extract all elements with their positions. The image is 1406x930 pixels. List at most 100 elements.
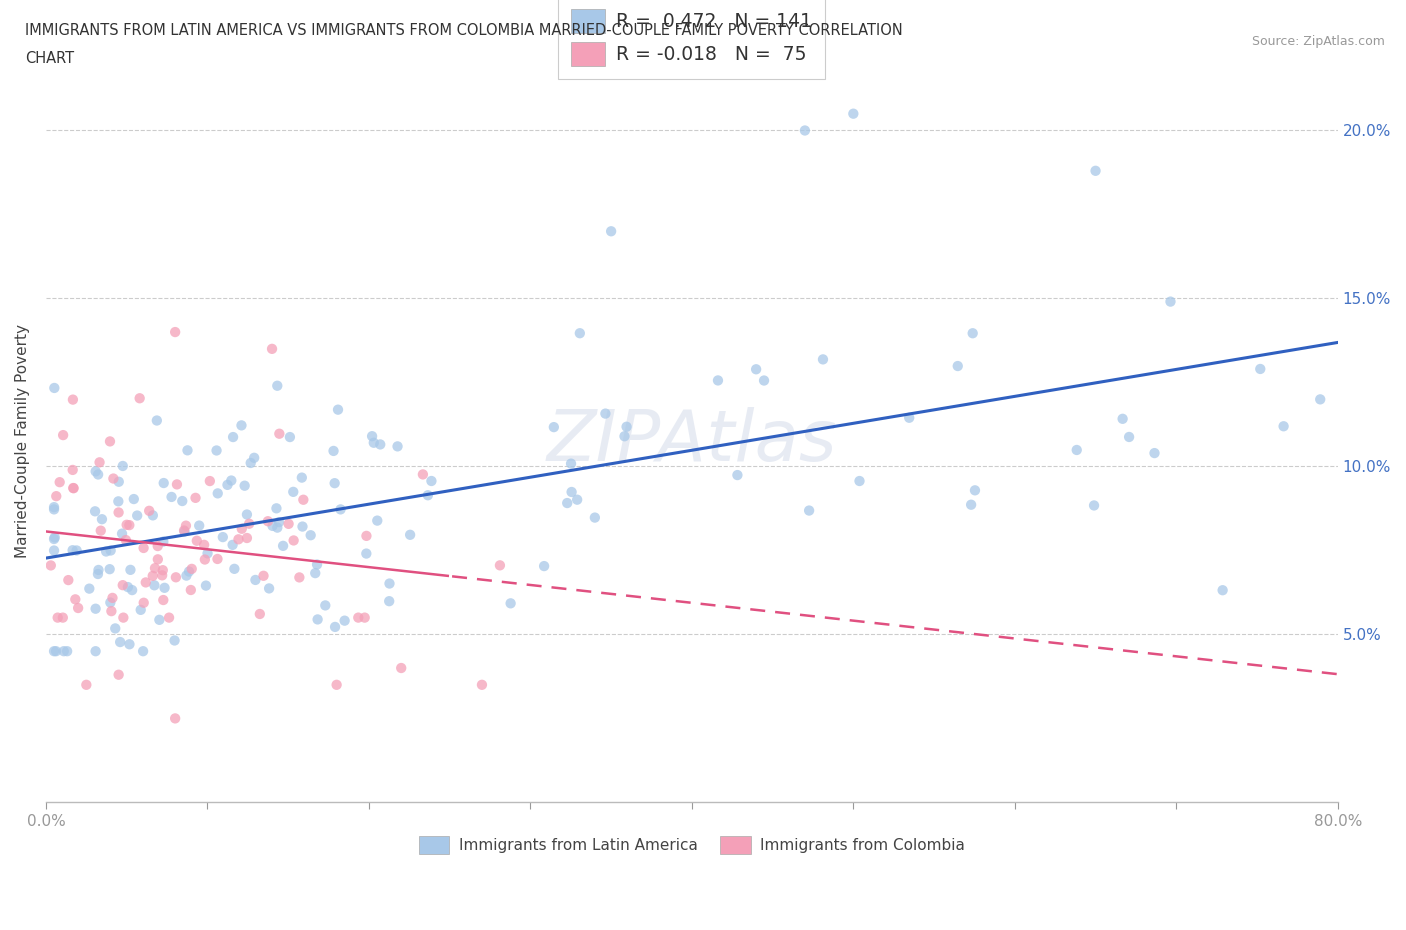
Point (84, 464, 107, 479)
Point (291, 519, 314, 534)
Point (142, 568, 165, 583)
Point (120, 563, 142, 578)
Point (75, 677, 97, 692)
Point (231, 522, 253, 537)
Point (180, 582, 202, 597)
Point (143, 561, 166, 576)
Point (142, 508, 165, 523)
Point (745, 362, 768, 377)
Point (62, 481, 84, 496)
Point (269, 426, 291, 441)
Point (260, 341, 283, 356)
Point (94, 544, 117, 559)
Point (84, 504, 107, 519)
Point (271, 538, 294, 553)
Point (329, 502, 352, 517)
Point (115, 517, 138, 532)
Point (238, 516, 260, 531)
Point (107, 494, 129, 509)
Point (361, 429, 384, 444)
Point (58, 573, 80, 588)
Point (499, 596, 522, 611)
Point (471, 677, 494, 692)
Point (266, 501, 288, 516)
Y-axis label: Married-Couple Family Poverty: Married-Couple Family Poverty (15, 325, 30, 558)
Point (107, 668, 129, 683)
Point (62, 392, 84, 407)
Point (322, 444, 344, 458)
Point (257, 513, 280, 528)
Point (176, 568, 198, 583)
Point (533, 559, 555, 574)
Point (555, 496, 578, 511)
Point (44, 380, 66, 395)
Point (236, 531, 259, 546)
Point (211, 530, 233, 545)
Point (174, 518, 197, 533)
Point (489, 558, 512, 573)
Point (148, 612, 170, 627)
Point (793, 123, 815, 138)
Point (221, 473, 243, 488)
Point (565, 492, 588, 507)
Point (1084, 164, 1107, 179)
Point (347, 610, 370, 625)
Point (420, 473, 443, 488)
Point (91, 512, 114, 526)
Point (305, 557, 328, 572)
Point (326, 402, 349, 417)
Point (283, 485, 305, 499)
Point (221, 538, 243, 552)
Point (146, 538, 169, 553)
Point (122, 492, 145, 507)
Point (389, 660, 412, 675)
Point (962, 326, 984, 340)
Point (363, 435, 385, 450)
Point (42, 644, 65, 658)
Point (146, 551, 169, 566)
Point (128, 391, 150, 405)
Point (231, 418, 253, 432)
Point (153, 580, 176, 595)
Point (848, 473, 870, 488)
Point (62, 481, 84, 496)
Point (52, 610, 75, 625)
Point (946, 359, 969, 374)
Point (152, 534, 174, 549)
Point (193, 538, 215, 552)
Point (186, 533, 208, 548)
Point (898, 410, 921, 425)
Point (160, 489, 183, 504)
Point (252, 568, 274, 583)
Text: ZIPAtlas: ZIPAtlas (547, 406, 837, 476)
Point (595, 406, 617, 421)
Point (205, 443, 228, 458)
Point (165, 325, 187, 339)
Point (98, 434, 121, 449)
Point (262, 518, 284, 533)
Point (65, 591, 87, 606)
Point (616, 419, 638, 434)
Point (112, 610, 135, 625)
Point (560, 457, 582, 472)
Point (304, 565, 326, 580)
Point (266, 520, 288, 535)
Point (1111, 411, 1133, 426)
Point (333, 613, 356, 628)
Point (325, 677, 347, 692)
Point (107, 505, 129, 520)
Point (118, 518, 141, 533)
Point (222, 430, 245, 445)
Legend: Immigrants from Latin America, Immigrants from Colombia: Immigrants from Latin America, Immigrant… (413, 830, 972, 859)
Point (197, 546, 219, 561)
Point (180, 562, 202, 577)
Point (46, 610, 69, 625)
Point (62, 462, 84, 477)
Point (84, 644, 107, 658)
Point (45, 489, 67, 504)
Point (157, 610, 180, 625)
Point (67, 601, 90, 616)
Point (291, 471, 314, 485)
Point (1272, 418, 1295, 433)
Point (42, 543, 65, 558)
